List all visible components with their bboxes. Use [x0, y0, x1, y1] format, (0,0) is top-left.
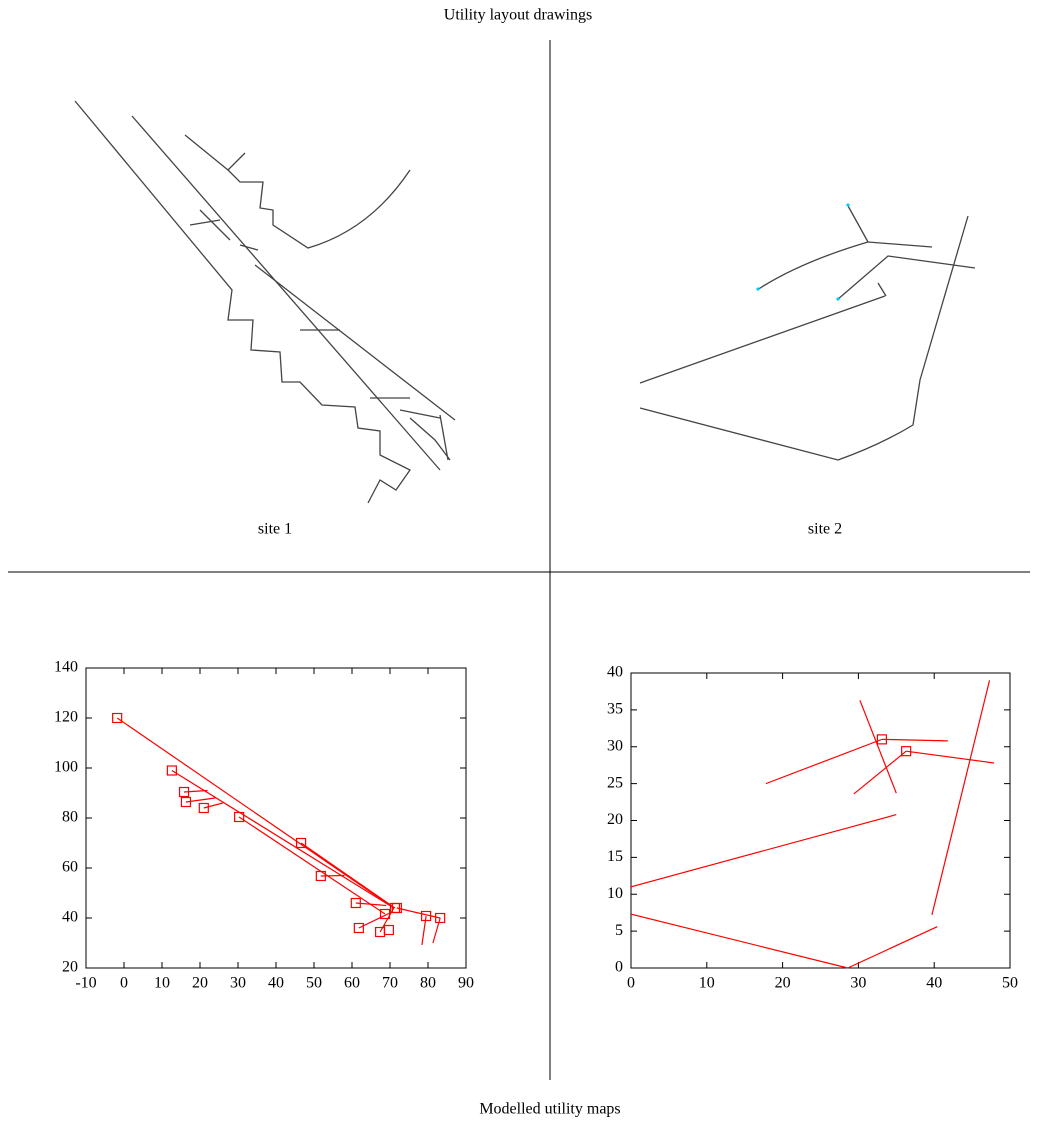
y-tick-label: 30 [607, 737, 623, 754]
segment [853, 750, 907, 795]
segment [847, 926, 938, 969]
y-tick-label: 35 [607, 701, 623, 718]
segment [171, 769, 395, 909]
x-tick-label: 50 [306, 975, 322, 992]
node-marker [112, 712, 123, 724]
segment [320, 874, 345, 877]
x-tick-label: 60 [344, 975, 360, 992]
y-tick-label: 20 [607, 811, 623, 828]
drawing-label: site 2 [808, 521, 842, 538]
y-tick-label: 80 [62, 809, 78, 826]
node-marker [876, 734, 887, 745]
x-tick-label: -10 [75, 975, 96, 992]
x-tick-label: 40 [926, 975, 942, 992]
x-tick-label: 40 [268, 975, 284, 992]
y-tick-label: 0 [615, 959, 623, 976]
x-tick-label: 50 [1002, 975, 1018, 992]
plot-frame [630, 672, 1011, 969]
node-marker [383, 924, 394, 936]
y-tick-label: 5 [615, 922, 623, 939]
segment [300, 842, 396, 909]
y-tick-label: 20 [62, 959, 78, 976]
y-tick-label: 120 [54, 709, 78, 726]
node-marker [379, 908, 391, 920]
segment [432, 917, 441, 944]
segment [931, 680, 991, 916]
y-tick-label: 60 [62, 859, 78, 876]
x-tick-label: 30 [230, 975, 246, 992]
figure-caption: Modelled utility maps [479, 1101, 620, 1118]
node-marker [353, 922, 364, 934]
x-tick-label: 70 [382, 975, 398, 992]
drawing-label: site 1 [258, 521, 292, 538]
x-tick-label: 80 [420, 975, 436, 992]
y-tick-label: 40 [62, 909, 78, 926]
y-tick-label: 25 [607, 774, 623, 791]
y-tick-label: 140 [54, 659, 78, 676]
segment [358, 912, 391, 929]
node-marker [435, 912, 446, 924]
y-tick-label: 100 [54, 759, 78, 776]
segment [238, 816, 386, 915]
y-tick-label: 40 [607, 664, 623, 681]
node-marker [350, 897, 361, 909]
site-1-drawing [74, 100, 456, 504]
y-tick-label: 10 [607, 885, 623, 902]
segment [859, 700, 897, 794]
segment [906, 750, 995, 764]
segment [630, 814, 897, 888]
segment [765, 738, 883, 785]
node-marker [315, 870, 326, 882]
node-marker [166, 765, 177, 776]
plot-frame [85, 667, 467, 969]
x-tick-label: 0 [120, 975, 128, 992]
x-tick-label: 10 [154, 975, 170, 992]
y-tick-label: 15 [607, 848, 623, 865]
x-tick-label: 0 [627, 975, 635, 992]
node-marker [391, 902, 402, 914]
segment [396, 907, 441, 919]
node-marker [198, 802, 209, 814]
node-marker [901, 746, 912, 757]
x-tick-label: 20 [192, 975, 208, 992]
site-2-drawing [639, 202, 976, 461]
figure-title: Utility layout drawings [444, 7, 592, 24]
x-tick-label: 90 [458, 975, 474, 992]
x-tick-label: 30 [850, 975, 866, 992]
segment [203, 802, 223, 809]
x-tick-label: 20 [775, 975, 791, 992]
node-marker [295, 837, 307, 849]
x-tick-label: 10 [699, 975, 715, 992]
segment [184, 789, 208, 793]
segment [630, 913, 848, 969]
node-marker [178, 786, 190, 798]
segment [881, 738, 948, 742]
node-marker [421, 910, 432, 922]
node-marker [180, 796, 192, 808]
node-marker [234, 811, 245, 823]
segment [116, 717, 395, 909]
